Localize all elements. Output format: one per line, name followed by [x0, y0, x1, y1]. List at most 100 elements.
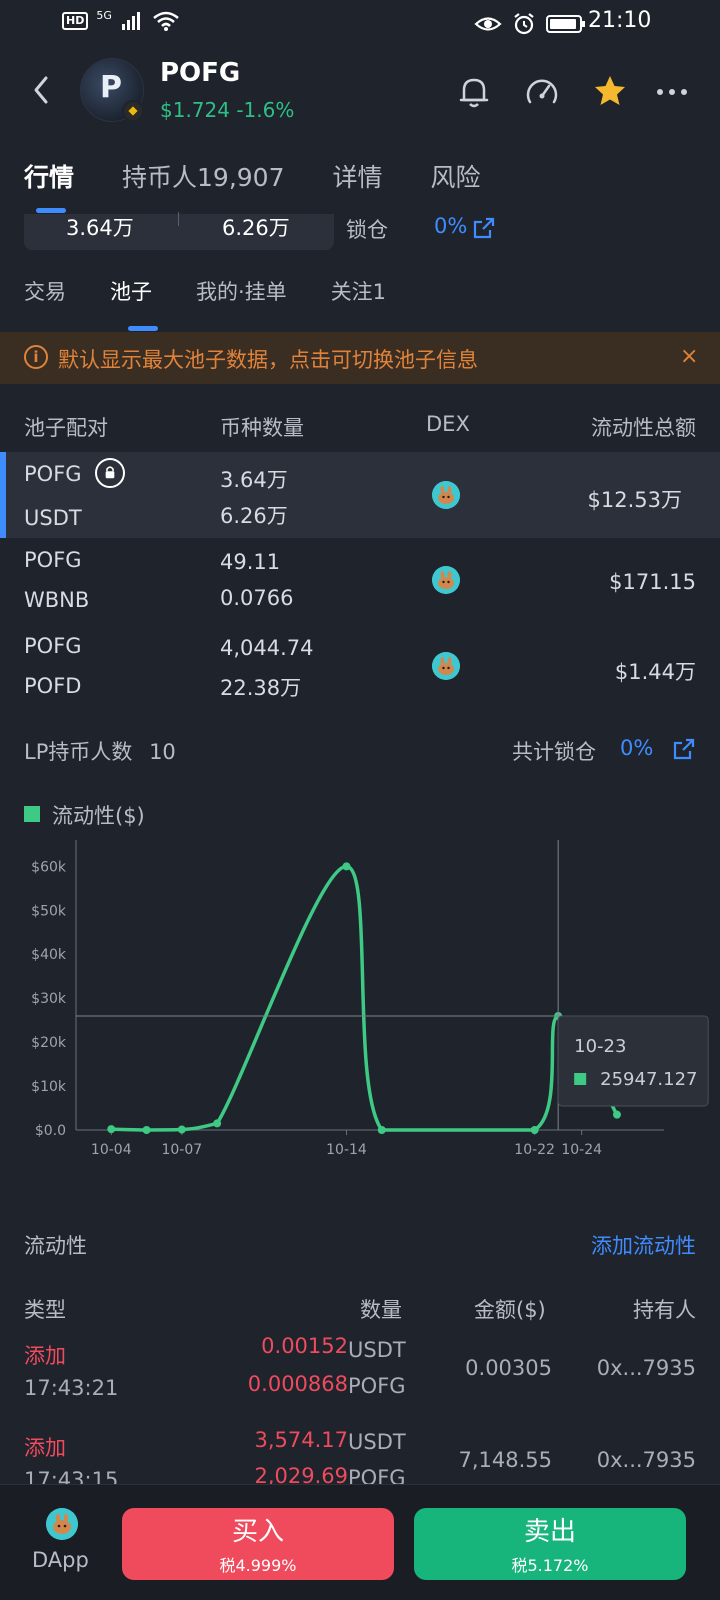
- token-name: POFG: [160, 58, 241, 88]
- close-icon[interactable]: ×: [680, 344, 699, 369]
- pool-total: $12.53万: [587, 488, 682, 512]
- network-indicator: 5G: [96, 8, 112, 22]
- liq-qty-a: 0.00152: [261, 1334, 348, 1358]
- tab-holders[interactable]: 持币人19,907: [122, 163, 285, 192]
- summary-value-a: 3.64万: [66, 216, 134, 240]
- summary-lock-pct[interactable]: 0%: [434, 214, 468, 238]
- liq-time: 17:43:21: [24, 1376, 119, 1400]
- pool-token-a: POFG: [24, 462, 82, 486]
- data-point: [142, 1126, 151, 1134]
- subtab-my-orders[interactable]: 我的·挂单: [196, 280, 287, 304]
- data-point: [530, 1126, 539, 1134]
- sell-tax: 税5.172%: [511, 1556, 589, 1575]
- data-point: [177, 1125, 186, 1134]
- tab-details[interactable]: 详情: [332, 163, 383, 192]
- liquidity-chart[interactable]: $0.0 $10k $20k $30k $40k $50k $60k 10-04 10-07 10…: [0, 840, 720, 1180]
- add-liquidity-link[interactable]: 添加流动性: [591, 1234, 696, 1258]
- subtab-follow[interactable]: 关注1: [330, 280, 387, 304]
- x-tick-label: 10-22: [514, 1142, 555, 1158]
- summary-value-b: 6.26万: [222, 216, 290, 240]
- pancakeswap-icon: [432, 652, 460, 680]
- buy-label: 买入: [231, 1517, 284, 1547]
- pool-amount-a: 4,044.74: [220, 636, 314, 660]
- buy-button[interactable]: 买入 税4.999%: [122, 1508, 394, 1580]
- pool-token-a: POFG: [24, 634, 82, 658]
- liq-holder[interactable]: 0x...7935: [596, 1448, 696, 1472]
- subtab-trades[interactable]: 交易: [24, 280, 66, 304]
- y-tick-label: $50k: [31, 903, 67, 919]
- y-tick-label: $60k: [31, 859, 67, 875]
- speedometer-icon[interactable]: [522, 72, 562, 112]
- dapp-icon[interactable]: [46, 1508, 78, 1540]
- y-tick-label: $10k: [31, 1079, 67, 1095]
- dapp-label[interactable]: DApp: [32, 1548, 89, 1572]
- data-point: [377, 1126, 386, 1134]
- liq-sym-b: POFG: [348, 1374, 406, 1398]
- x-tick-label: 10-14: [326, 1142, 367, 1158]
- battery-icon: [546, 15, 585, 33]
- pool-token-b: WBNB: [24, 588, 90, 612]
- liq-header-holder: 持有人: [633, 1298, 696, 1322]
- pool-amount-b: 6.26万: [220, 504, 288, 528]
- series-line: [109, 864, 619, 1132]
- liquidity-title: 流动性: [24, 1234, 87, 1258]
- signal-icon: [121, 12, 140, 30]
- data-point: [107, 1125, 116, 1134]
- more-icon[interactable]: [652, 72, 692, 112]
- pool-header-total: 流动性总额: [591, 416, 696, 440]
- pool-header-amount: 币种数量: [220, 416, 304, 440]
- sell-button[interactable]: 卖出 税5.172%: [414, 1508, 686, 1580]
- tooltip-swatch: [574, 1072, 587, 1085]
- tooltip-value: 25947.127: [600, 1069, 697, 1090]
- liq-qty-a: 3,574.17: [254, 1428, 348, 1452]
- notice-text: 默认显示最大池子数据，点击可切换池子信息: [58, 348, 478, 372]
- liq-amount: 7,148.55: [458, 1448, 552, 1472]
- token-avatar-letter: P: [100, 70, 122, 105]
- lp-lock-pct[interactable]: 0%: [620, 736, 654, 760]
- pool-token-b: POFD: [24, 674, 82, 698]
- pool-token-a: POFG: [24, 548, 82, 572]
- notice-banner[interactable]: [0, 332, 720, 384]
- main-tabs: 行情 持币人19,907 详情 风险: [24, 158, 481, 194]
- alarm-icon: [514, 13, 534, 35]
- summary-lock-label: 锁仓: [346, 218, 388, 242]
- liq-header-amount: 金额($): [474, 1298, 546, 1322]
- liq-qty-b: 0.000868: [247, 1372, 348, 1396]
- data-point: [213, 1119, 222, 1128]
- liq-holder[interactable]: 0x...7935: [596, 1356, 696, 1380]
- legend-swatch: [24, 806, 40, 822]
- pool-header-dex: DEX: [426, 412, 470, 436]
- star-icon[interactable]: [590, 72, 630, 112]
- summary-box: [24, 214, 334, 250]
- y-tick-label: $40k: [31, 947, 67, 963]
- lock-icon: [95, 458, 125, 488]
- pancakeswap-icon: [432, 481, 460, 509]
- x-tick-label: 10-07: [161, 1142, 202, 1158]
- tab-market[interactable]: 行情: [24, 163, 75, 192]
- liq-type: 添加: [24, 1344, 66, 1368]
- lp-lock-label: 共计锁仓: [512, 740, 596, 764]
- eye-icon: [474, 17, 502, 31]
- external-link-icon[interactable]: [472, 216, 496, 240]
- lp-holders-label: LP持币人数 10: [24, 736, 176, 766]
- info-icon: i: [24, 345, 48, 369]
- pancakeswap-icon: [432, 566, 460, 594]
- lp-holders-text: LP持币人数: [24, 740, 133, 764]
- hd-indicator: HD: [62, 12, 89, 30]
- y-tick-label: $30k: [31, 991, 67, 1007]
- external-link-icon[interactable]: [672, 737, 696, 761]
- status-right: [474, 12, 586, 36]
- legend-label: 流动性($): [52, 804, 145, 828]
- subtab-pools[interactable]: 池子: [110, 280, 152, 304]
- tooltip-date: 10-23: [574, 1036, 626, 1057]
- back-arrow-icon[interactable]: [24, 70, 60, 110]
- liq-sym-a: USDT: [348, 1430, 406, 1454]
- pool-amount-a: 3.64万: [220, 468, 288, 492]
- tab-risk[interactable]: 风险: [430, 163, 481, 192]
- pool-amount-b: 22.38万: [220, 676, 302, 700]
- wifi-icon: [153, 11, 179, 31]
- pool-token-b: USDT: [24, 506, 82, 530]
- bell-icon[interactable]: [454, 72, 494, 112]
- sell-label: 卖出: [523, 1517, 576, 1547]
- data-point: [342, 862, 351, 871]
